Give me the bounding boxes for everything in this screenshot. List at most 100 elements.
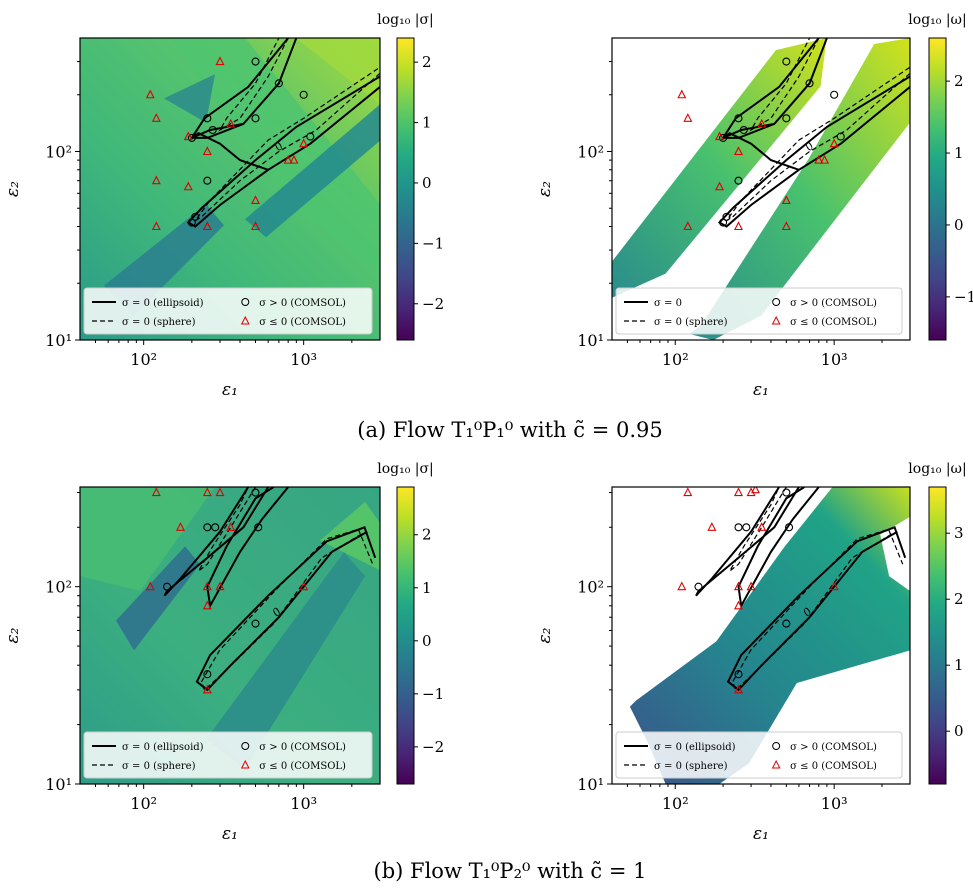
legend-box	[83, 287, 373, 335]
marker-comsol-positive	[162, 582, 172, 591]
legend-sphere-label: σ = 0 (sphere)	[654, 761, 728, 772]
legend-positive-label: σ > 0 (COMSOL)	[259, 742, 346, 753]
marker-comsol-positive	[734, 176, 743, 185]
heatmap-region	[170, 38, 380, 274]
marker-comsol-nonpositive	[151, 113, 161, 122]
marker-comsol-nonpositive	[202, 221, 212, 231]
marker-comsol-nonpositive	[707, 522, 717, 531]
x-tick-label: 10³	[290, 350, 317, 369]
marker-comsol-positive	[782, 57, 791, 66]
legend-sphere-label: σ = 0 (sphere)	[654, 317, 728, 328]
caption-a: (a) Flow T₁⁰P₁⁰ with c̃ = 0.95	[357, 418, 663, 442]
heatmap-region	[320, 501, 380, 571]
marker-comsol-positive	[734, 670, 743, 679]
colorbar-tick-label: 1	[954, 144, 964, 162]
heatmap-region	[206, 552, 365, 770]
marker-comsol-nonpositive	[289, 154, 299, 164]
colorbar-title: log₁₀ |ω|	[908, 461, 966, 477]
contour-ellipsoid	[186, 75, 380, 228]
colorbar-tick-label: 2	[422, 53, 432, 71]
marker-comsol-nonpositive	[683, 487, 693, 497]
legend-positive-swatch	[241, 742, 250, 750]
heatmap-region	[164, 74, 215, 123]
marker-comsol-nonpositive	[781, 221, 791, 231]
y-tick-label: 10¹	[577, 331, 604, 350]
marker-comsol-nonpositive	[202, 146, 212, 156]
contour-ellipsoid	[695, 487, 800, 597]
panel-b-left: 0 10² 10³ 10¹ 10² ε₁ ε₂ σ = 0 (ellipsoid) σ > 0 …	[3, 461, 444, 844]
contour-ellipsoid	[206, 487, 289, 609]
marker-comsol-positive	[739, 125, 748, 135]
x-axis-label: ε₁	[222, 380, 238, 400]
marker-comsol-nonpositive	[202, 684, 212, 694]
contour-sphere	[200, 528, 374, 691]
legend-positive-swatch	[241, 298, 250, 306]
marker-comsol-nonpositive	[733, 146, 743, 156]
marker-comsol-nonpositive	[683, 221, 693, 231]
heatmap-field	[612, 38, 827, 298]
legend-positive-label: σ > 0 (COMSOL)	[790, 742, 877, 753]
legend: σ = 0 (ellipsoid) σ > 0 (COMSOL) σ = 0 (sp…	[83, 287, 373, 335]
x-tick-label: 10³	[821, 350, 848, 369]
contour-sphere	[732, 528, 904, 691]
heatmap-field	[629, 487, 910, 784]
marker-comsol-nonpositive	[781, 195, 791, 204]
marker-comsol-positive	[306, 132, 315, 141]
y-tick-label: 10²	[45, 142, 72, 161]
y-axis-label: ε₂	[535, 181, 555, 197]
marker-comsol-nonpositive	[283, 154, 293, 164]
marker-comsol-positive	[784, 523, 794, 532]
marker-comsol-nonpositive	[215, 487, 225, 497]
marker-comsol-nonpositive	[814, 154, 824, 164]
contour-ellipsoid	[721, 38, 828, 139]
marker-comsol-positive	[187, 133, 196, 142]
marker-comsol-nonpositive	[151, 487, 161, 497]
contour-ellipsoid	[191, 122, 269, 171]
colorbar-tick-label: 0	[954, 722, 964, 740]
marker-comsol-positive	[719, 133, 728, 142]
axes-frame	[79, 486, 381, 785]
marker-comsol-positive	[251, 619, 260, 628]
marker-comsol-positive	[208, 125, 217, 135]
y-tick-label: 10¹	[45, 331, 72, 350]
colorbar	[928, 486, 947, 785]
marker-comsol-nonpositive	[151, 221, 161, 231]
marker-comsol-nonpositive	[202, 600, 212, 610]
marker-comsol-positive	[734, 114, 743, 123]
contour-ellipsoid	[717, 75, 910, 228]
marker-comsol-nonpositive	[751, 487, 761, 494]
marker-comsol-positive	[742, 523, 751, 532]
marker-comsol-positive	[203, 176, 212, 185]
x-axis-label: ε₁	[753, 380, 769, 400]
marker-comsol-nonpositive	[733, 487, 743, 497]
marker-comsol-positive	[299, 90, 308, 99]
colorbar-tick-label: −1	[422, 234, 444, 252]
marker-comsol-positive	[805, 79, 814, 88]
colorbar-tick-label: −2	[422, 738, 444, 756]
legend-positive-swatch	[772, 742, 781, 750]
y-axis-label: ε₂	[3, 627, 23, 643]
colorbar-tick-label: 3	[954, 524, 964, 542]
colorbar-tick-label: 2	[954, 590, 964, 608]
marker-comsol-nonpositive	[757, 522, 767, 531]
marker-comsol-nonpositive	[820, 154, 830, 164]
legend: σ = 0 σ > 0 (COMSOL) σ = 0 (sphere) σ ≤ 0 (…	[615, 287, 903, 335]
contour-ellipsoid	[195, 526, 377, 692]
y-axis-label: ε₂	[3, 181, 23, 197]
colorbar-tick-label: 0	[422, 174, 432, 192]
axes-frame	[611, 37, 911, 341]
marker-comsol-positive	[211, 523, 220, 532]
legend-nonpositive-label: σ ≤ 0 (COMSOL)	[790, 761, 877, 772]
y-tick-label: 10²	[45, 578, 72, 597]
x-tick-label: 10³	[290, 794, 317, 813]
marker-comsol-nonpositive	[746, 581, 756, 591]
legend-box	[615, 731, 903, 779]
colorbar-tick-label: 2	[422, 526, 432, 544]
heatmap-region	[116, 546, 200, 651]
marker-comsol-positive	[830, 90, 839, 99]
axes-frame	[611, 486, 911, 785]
colorbar-tick-label: 1	[422, 579, 432, 597]
x-tick-label: 10²	[130, 794, 157, 813]
colorbar-tick-label: 1	[422, 114, 432, 132]
